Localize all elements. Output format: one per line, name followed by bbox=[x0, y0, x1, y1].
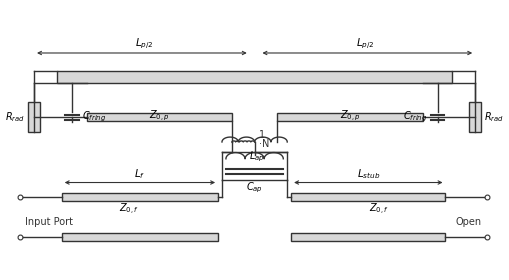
Text: Input Port: Input Port bbox=[25, 217, 73, 227]
Text: $L_{p/2}$: $L_{p/2}$ bbox=[135, 37, 154, 51]
Bar bbox=[291, 233, 445, 241]
Text: ·N: ·N bbox=[259, 139, 269, 149]
Text: $C_{ap}$: $C_{ap}$ bbox=[246, 181, 263, 195]
Text: $Z_{0,p}$: $Z_{0,p}$ bbox=[149, 109, 169, 123]
Bar bbox=[62, 233, 218, 241]
Text: 1.: 1. bbox=[259, 130, 268, 140]
Text: Open: Open bbox=[456, 217, 482, 227]
Text: $C_{fring}$: $C_{fring}$ bbox=[81, 110, 106, 124]
Text: $Z_{0,f}$: $Z_{0,f}$ bbox=[119, 202, 139, 217]
Bar bbox=[87, 113, 232, 121]
Bar bbox=[469, 102, 481, 132]
Bar bbox=[277, 113, 422, 121]
Bar bbox=[62, 193, 218, 201]
Bar bbox=[28, 102, 40, 132]
Text: $Z_{0,f}$: $Z_{0,f}$ bbox=[369, 202, 389, 217]
Bar bbox=[291, 193, 445, 201]
Text: $Z_{0,p}$: $Z_{0,p}$ bbox=[340, 109, 360, 123]
Text: $C_{fring}$: $C_{fring}$ bbox=[403, 110, 428, 124]
Text: $L_{ap}$: $L_{ap}$ bbox=[249, 150, 264, 164]
Text: $L_{p/2}$: $L_{p/2}$ bbox=[356, 37, 374, 51]
Text: $L_{stub}$: $L_{stub}$ bbox=[357, 167, 380, 181]
Bar bbox=[57, 71, 453, 83]
Text: $L_{f}$: $L_{f}$ bbox=[134, 167, 146, 181]
Text: $R_{rad}$: $R_{rad}$ bbox=[484, 110, 504, 124]
Text: $R_{rad}$: $R_{rad}$ bbox=[5, 110, 25, 124]
